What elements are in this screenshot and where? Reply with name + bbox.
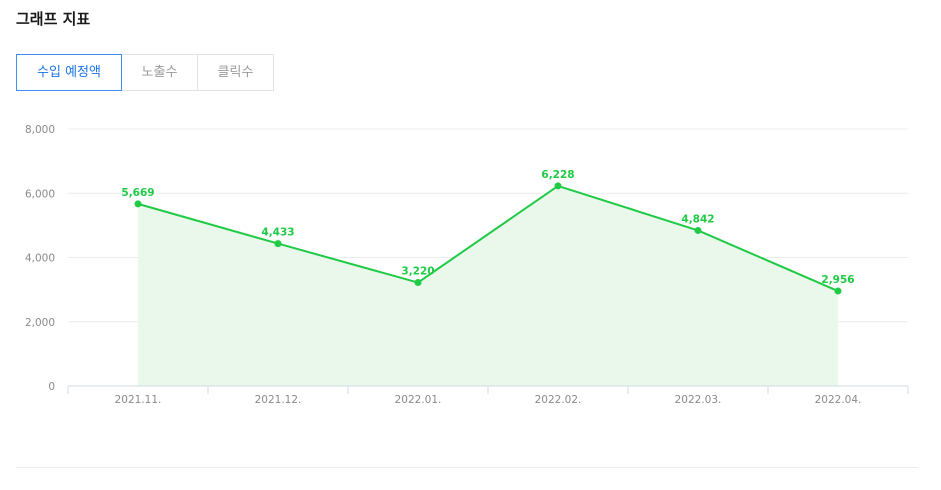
tab-clicks[interactable]: 클릭수 xyxy=(198,54,274,91)
data-label: 4,433 xyxy=(261,227,294,239)
data-point xyxy=(134,200,142,208)
x-tick-label: 2022.04. xyxy=(815,394,862,406)
data-label: 4,842 xyxy=(681,213,714,225)
divider xyxy=(16,467,918,468)
series-line xyxy=(137,184,839,292)
x-tick-label: 2022.02. xyxy=(535,394,582,406)
tab-impressions[interactable]: 노출수 xyxy=(122,54,198,91)
data-point xyxy=(274,240,282,248)
tab-expected-revenue[interactable]: 수입 예정액 xyxy=(16,54,122,91)
x-tick-label: 2021.11. xyxy=(115,394,162,406)
data-label: 3,220 xyxy=(401,266,434,278)
y-tick-label: 8,000 xyxy=(25,124,55,136)
x-tick-label: 2022.03. xyxy=(675,394,722,406)
data-point xyxy=(834,287,842,295)
data-label: 6,228 xyxy=(541,169,574,181)
y-tick-label: 2,000 xyxy=(25,317,55,329)
data-label: 5,669 xyxy=(121,187,154,199)
data-point xyxy=(414,279,422,287)
area-fill xyxy=(138,185,838,386)
y-tick-label: 0 xyxy=(48,381,55,393)
y-tick-label: 6,000 xyxy=(25,188,55,200)
x-tick-label: 2021.12. xyxy=(255,394,302,406)
section-title: 그래프 지표 xyxy=(16,10,91,28)
metric-tabs: 수입 예정액 노출수 클릭수 xyxy=(16,54,274,91)
x-tick-label: 2022.01. xyxy=(395,394,442,406)
line-chart: 0 2,000 4,000 6,000 8,000 2021.11. 2021.12. 202… xyxy=(25,124,909,406)
data-label: 2,956 xyxy=(821,274,854,286)
data-point xyxy=(694,226,702,234)
y-tick-label: 4,000 xyxy=(25,253,55,265)
data-point xyxy=(554,182,562,190)
